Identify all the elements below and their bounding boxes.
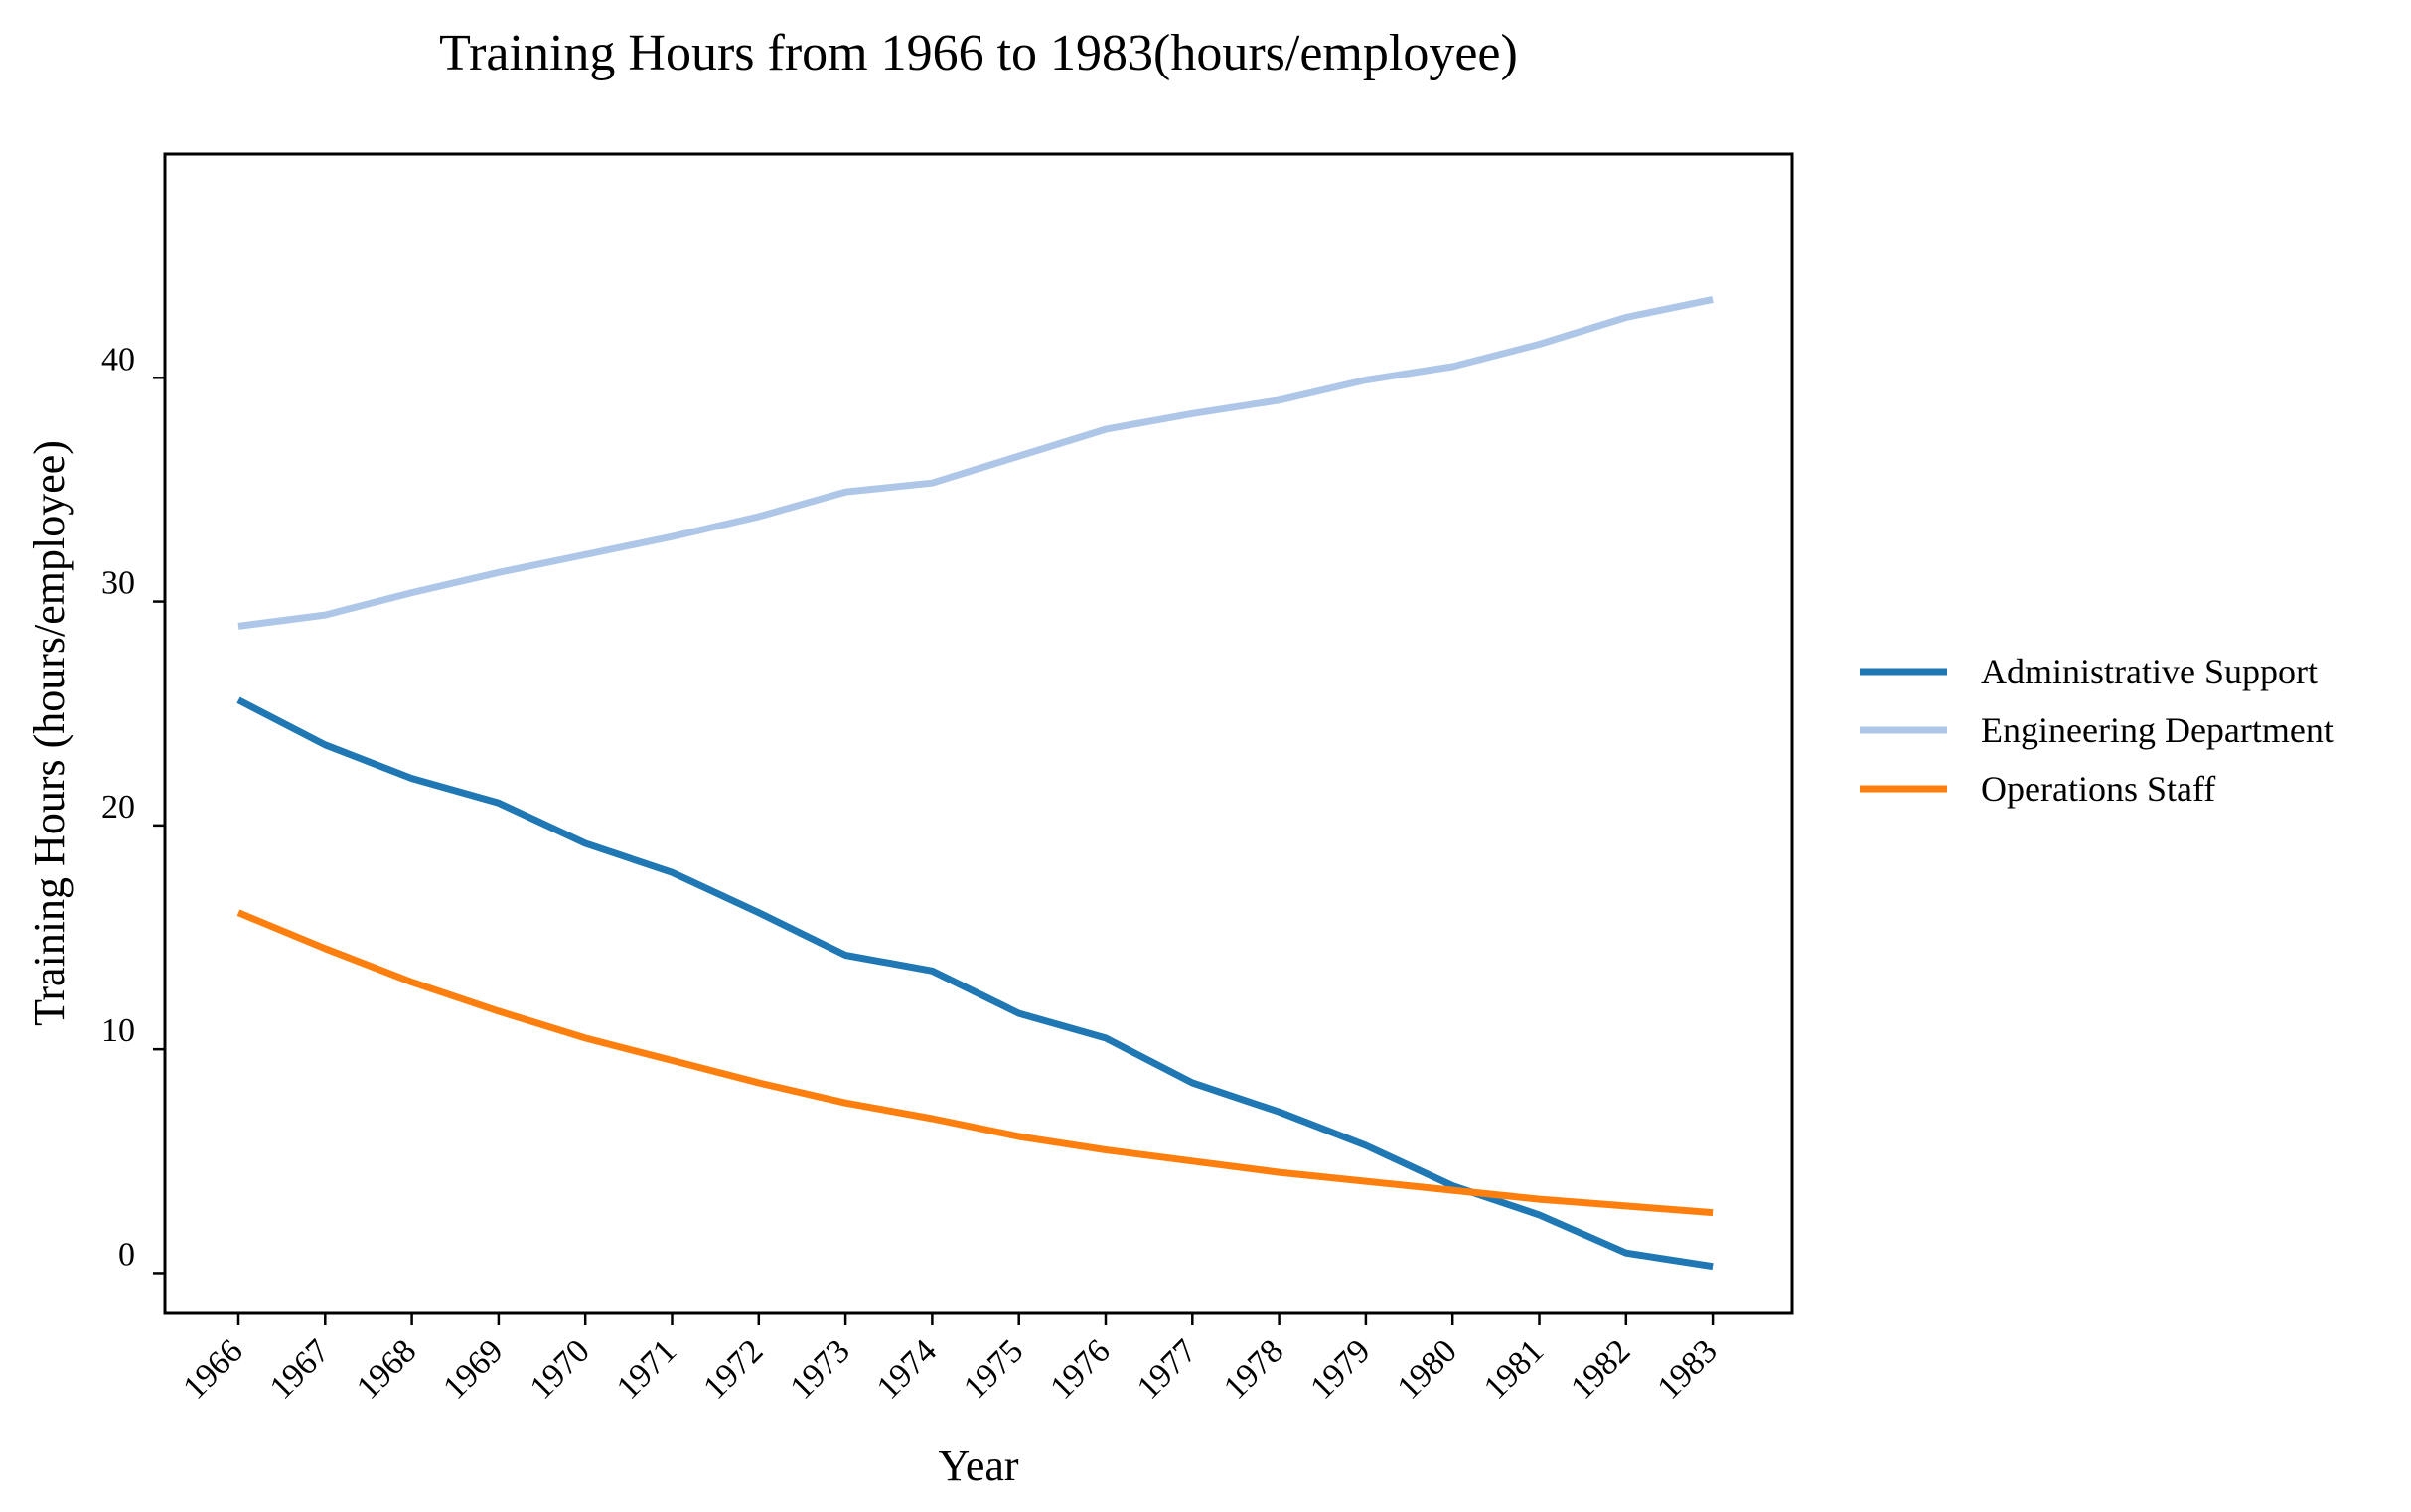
x-tick-label: 1974 [870, 1332, 944, 1406]
x-tick-label: 1982 [1564, 1332, 1637, 1406]
y-tick-label: 40 [101, 341, 135, 378]
series-line-administrative-support [236, 696, 1714, 1271]
x-tick-label: 1975 [957, 1332, 1030, 1406]
x-tick-label: 1971 [610, 1332, 683, 1406]
x-tick-label: 1970 [524, 1332, 597, 1406]
x-axis-label: Year [938, 1441, 1018, 1490]
x-tick-label: 1976 [1043, 1332, 1117, 1406]
x-tick-label: 1983 [1651, 1332, 1725, 1406]
x-axis: 1966 1967 1968 1969 1970 1971 1972 1973 1974 1975… [176, 1313, 1725, 1407]
x-tick-label: 1966 [176, 1332, 249, 1406]
x-tick-label: 1980 [1391, 1332, 1464, 1406]
y-tick-label: 30 [101, 565, 135, 602]
y-tick-label: 20 [101, 789, 135, 826]
series-line-operations-staff [236, 909, 1714, 1217]
legend: Administrative Support Engineering Depart… [1860, 652, 2334, 809]
legend-label-administrative-support: Administrative Support [1981, 652, 2318, 691]
x-tick-label: 1977 [1130, 1332, 1204, 1406]
y-tick-label: 10 [101, 1012, 135, 1049]
chart-title: Training Hours from 1966 to 1983(hours/e… [439, 25, 1518, 81]
plot-area-frame [163, 152, 1794, 1315]
x-tick-label: 1968 [350, 1332, 423, 1406]
x-tick-label: 1972 [696, 1332, 770, 1406]
y-axis: 0 10 20 30 40 [101, 341, 165, 1275]
x-tick-label: 1979 [1303, 1332, 1377, 1406]
y-tick-label: 0 [118, 1236, 135, 1273]
x-tick-label: 1969 [436, 1332, 510, 1406]
legend-label-engineering-department: Engineering Department [1981, 710, 2334, 750]
y-axis-label: Training Hours (hours/employee) [25, 440, 74, 1026]
legend-label-operations-staff: Operations Staff [1981, 769, 2215, 809]
series-lines [236, 295, 1714, 1271]
x-tick-label: 1973 [784, 1332, 857, 1406]
x-tick-label: 1981 [1477, 1332, 1551, 1406]
x-tick-label: 1978 [1217, 1332, 1290, 1406]
series-line-engineering-department [237, 295, 1714, 630]
x-tick-label: 1967 [263, 1332, 337, 1406]
